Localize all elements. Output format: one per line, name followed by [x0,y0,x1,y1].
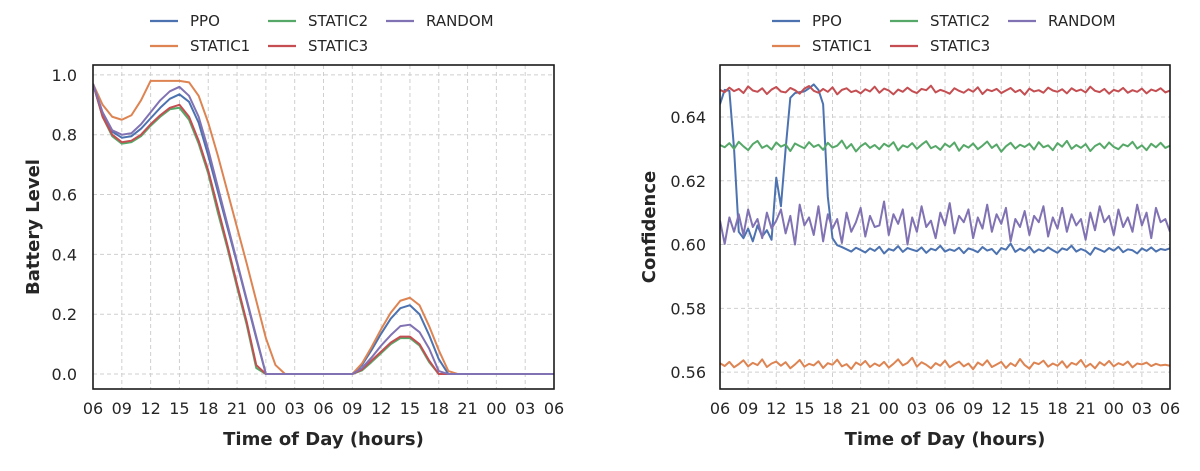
y-tick-label: 1.0 [52,66,77,85]
x-tick-label: 00 [1104,399,1124,418]
series-line-static1 [720,356,1170,371]
x-axis-label: Time of Day (hours) [223,429,424,450]
x-tick-label: 12 [991,399,1011,418]
legend-label: RANDOM [426,12,494,30]
y-tick-label: 0.60 [670,236,706,255]
x-tick-label: 06 [83,399,103,418]
legend-item-random: RANDOM [386,12,494,30]
legend-item-static2: STATIC2 [268,12,368,30]
x-tick-label: 06 [313,399,333,418]
chart-panel-2: 06 09 12 15 18 21 00 03 06 09 12 15 18 21 00 03 060.560.… [639,12,1180,450]
y-tick-label: 0.2 [52,305,77,324]
x-tick-label: 18 [1047,399,1067,418]
y-tick-label: 0.64 [670,108,706,127]
legend-label: STATIC2 [308,12,368,30]
legend-label: STATIC3 [930,37,990,55]
x-tick-label: 00 [486,399,506,418]
legend-item-ppo: PPO [150,12,220,30]
y-tick-label: 0.4 [52,245,77,264]
series-line-static3 [720,84,1170,96]
x-tick-label: 03 [907,399,927,418]
x-tick-label: 03 [285,399,305,418]
x-tick-label: 12 [371,399,391,418]
x-tick-label: 09 [963,399,983,418]
x-tick-label: 18 [429,399,449,418]
legend: PPO STATIC2 RANDOM STATIC1 STATIC3 [150,12,494,55]
x-tick-label: 06 [935,399,955,418]
x-tick-label: 21 [457,399,477,418]
x-tick-label: 06 [544,399,564,418]
x-tick-label: 15 [169,399,189,418]
series-line-ppo [720,83,1170,256]
legend-item-static1: STATIC1 [150,37,250,55]
x-tick-label: 03 [1132,399,1152,418]
y-tick-label: 0.8 [52,126,77,145]
legend-item-random: RANDOM [1008,12,1116,30]
x-tick-label: 06 [710,399,730,418]
x-tick-label: 15 [400,399,420,418]
y-tick-label: 0.58 [670,299,706,318]
x-tick-label: 03 [515,399,535,418]
x-tick-label: 00 [879,399,899,418]
legend-label: STATIC2 [930,12,990,30]
plot-frame [719,64,1171,390]
x-tick-label: 21 [1075,399,1095,418]
x-tick-label: 18 [198,399,218,418]
y-axis-label: Battery Level [23,159,44,295]
legend-label: RANDOM [1048,12,1116,30]
x-tick-label: 00 [256,399,276,418]
series-line-static2 [720,139,1170,153]
series-line-random [720,200,1170,246]
legend-label: PPO [190,12,220,30]
y-tick-label: 0.62 [670,172,706,191]
legend: PPO STATIC2 RANDOM STATIC1 STATIC3 [772,12,1116,55]
x-tick-label: 18 [822,399,842,418]
legend-label: STATIC1 [190,37,250,55]
x-tick-label: 09 [112,399,132,418]
x-tick-label: 15 [1019,399,1039,418]
legend-item-static3: STATIC3 [890,37,990,55]
x-tick-label: 09 [342,399,362,418]
legend-item-static3: STATIC3 [268,37,368,55]
x-tick-label: 09 [738,399,758,418]
x-axis-label: Time of Day (hours) [845,429,1046,450]
x-tick-label: 12 [766,399,786,418]
legend-item-ppo: PPO [772,12,842,30]
y-tick-label: 0.56 [670,363,706,382]
y-tick-label: 0.6 [52,186,77,205]
x-tick-label: 21 [850,399,870,418]
legend-label: PPO [812,12,842,30]
chart-panel-1: 06 09 12 15 18 21 00 03 06 09 12 15 18 21 00 03 06 0.0 0.2… [23,12,564,450]
x-tick-label: 12 [140,399,160,418]
series-line-random [93,83,554,376]
y-tick-label: 0.0 [52,365,77,384]
x-tick-label: 15 [794,399,814,418]
legend-item-static2: STATIC2 [890,12,990,30]
x-tick-label: 21 [227,399,247,418]
legend-label: STATIC1 [812,37,872,55]
x-tick-label: 06 [1160,399,1180,418]
legend-label: STATIC3 [308,37,368,55]
plot-frame [92,64,555,390]
legend-item-static1: STATIC1 [772,37,872,55]
y-axis-label: Confidence [639,171,660,284]
